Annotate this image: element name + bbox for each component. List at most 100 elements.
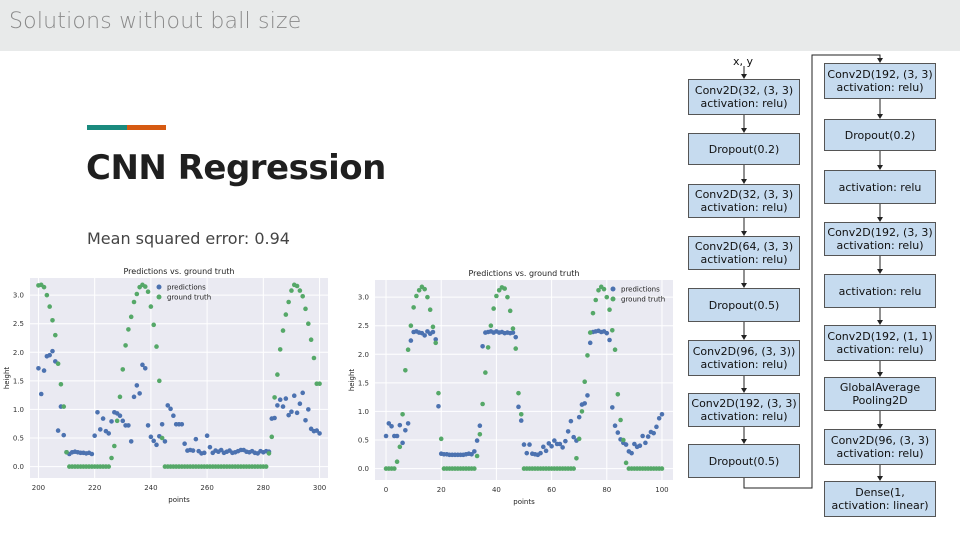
data-point-ground-truth [505,294,510,300]
layer-node: Conv2D(96, (3, 3)) activation: relu) [688,340,800,376]
data-point-predictions [314,428,320,433]
data-point-ground-truth [609,327,615,333]
layer-node: Conv2D(192, (3, 3) activation: relu) [824,63,936,99]
data-point-predictions [543,448,549,454]
arrowhead-icon [741,388,747,393]
slide-subtitle: Mean squared error: 0.94 [87,229,290,248]
cnn-architecture-diagram: x, y Conv2D(32, (3, 3) activation: relu)… [680,52,960,540]
data-point-predictions [120,418,126,424]
arrowhead-icon [741,283,747,288]
data-point-predictions [546,441,552,446]
x-tick-label: 260 [200,484,213,492]
slide-title: CNN Regression [86,148,386,188]
data-point-ground-truth [126,327,131,332]
x-tick-label: 60 [547,486,556,494]
data-point-ground-truth [400,411,405,417]
data-point-ground-truth [488,323,494,329]
data-point-ground-truth [405,347,411,353]
data-point-ground-truth [117,394,123,400]
data-point-ground-truth [280,328,286,333]
legend-marker [610,286,616,292]
data-point-ground-truth [269,434,275,440]
data-point-predictions [55,428,61,433]
data-point-ground-truth [120,367,126,372]
arrowhead-icon [877,372,883,377]
data-point-predictions [571,434,576,440]
layer-node: Dropout(0.5) [688,444,800,478]
data-point-ground-truth [148,304,154,309]
data-point-predictions [207,444,213,450]
data-point-predictions [117,413,123,419]
data-point-ground-truth [266,451,272,456]
data-point-ground-truth [590,310,596,316]
layer-node: Conv2D(192, (3, 3) activation: relu) [824,222,936,256]
data-point-predictions [159,421,165,427]
data-point-predictions [474,438,480,443]
data-point-predictions [95,409,100,415]
data-point-ground-truth [145,289,151,295]
data-point-ground-truth [513,346,519,351]
layer-node: activation: relu [824,274,936,308]
data-point-predictions [541,444,546,450]
layer-node: Conv2D(192, (3, 3) activation: relu) [688,393,800,427]
layer-node: GlobalAverage Pooling2D [824,377,936,411]
data-point-ground-truth [494,293,499,299]
data-point-ground-truth [154,344,159,349]
data-point-predictions [582,401,588,406]
data-point-ground-truth [596,287,601,293]
slide-header-title: Solutions without ball size [9,9,302,34]
data-point-ground-truth [612,347,618,353]
y-tick-label: 0.5 [358,437,369,445]
data-point-predictions [615,430,621,435]
data-point-ground-truth [425,294,430,300]
data-point-ground-truth [134,291,140,297]
data-point-ground-truth [571,466,576,471]
data-point-ground-truth [408,323,414,329]
data-point-ground-truth [436,390,441,396]
data-point-predictions [137,391,142,396]
data-point-predictions [436,403,441,409]
data-point-predictions [41,368,47,373]
data-point-predictions [480,343,485,349]
arrowhead-icon [741,439,747,444]
data-point-ground-truth [109,455,114,461]
layer-node: Conv2D(32, (3, 3) activation: relu) [688,184,800,218]
data-point-ground-truth [438,436,444,442]
data-point-predictions [560,445,565,450]
data-point-predictions [286,412,291,418]
data-point-ground-truth [277,347,283,352]
y-tick-label: 0.5 [13,435,24,443]
x-tick-label: 240 [144,484,157,492]
arrowhead-icon [877,114,883,119]
data-point-predictions [510,330,516,335]
y-tick-label: 2.0 [13,349,24,357]
legend-label: predictions [167,284,206,292]
data-point-ground-truth [659,466,665,471]
arrowhead-icon [877,320,883,325]
data-point-predictions [612,423,618,429]
data-point-predictions [394,433,400,439]
data-point-predictions [277,397,283,403]
chart-predictions-vs-ground-truth-1: 200 220 240 260 280 300 0.0 0.5 1.0 1.5 2.0 2.5 3.0 P… [3,267,328,504]
data-point-predictions [405,421,411,426]
data-point-predictions [148,434,154,440]
data-point-predictions [587,340,593,346]
data-point-predictions [527,442,532,447]
data-point-predictions [182,441,187,447]
x-tick-label: 20 [437,486,446,494]
arrowhead-icon [877,58,883,63]
data-point-predictions [154,442,159,448]
y-tick-label: 2.5 [358,322,369,330]
x-tick-label: 220 [88,484,101,492]
y-axis-label: height [348,369,356,392]
data-point-ground-truth [623,460,629,466]
data-point-predictions [89,451,95,457]
arrowhead-icon [741,74,747,79]
data-point-predictions [538,450,543,456]
layer-node: Dropout(0.2) [688,133,800,165]
data-point-ground-truth [55,361,61,367]
data-point-predictions [408,338,414,343]
arrowhead-icon [741,335,747,340]
data-point-ground-truth [157,378,162,384]
x-tick-label: 300 [313,484,326,492]
